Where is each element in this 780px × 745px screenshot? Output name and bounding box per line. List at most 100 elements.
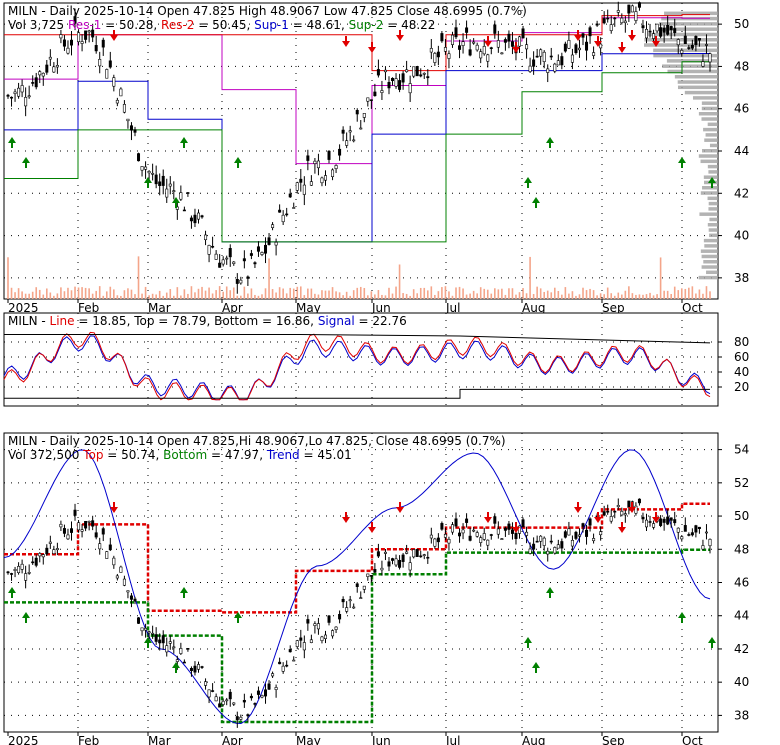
volume-profile-bar [653, 53, 718, 58]
price-candle-body [620, 17, 624, 24]
trend-candle-body [383, 551, 387, 554]
price-candle-body [637, 2, 641, 8]
trend-header-line1: MILN - Daily 2025-10-14 Open 47.825,Hi 4… [8, 434, 506, 448]
trend-x-tick-label: Aug [522, 734, 545, 745]
trend-candle-body [112, 557, 116, 566]
volume-bar [42, 294, 45, 299]
trend-candle-body [496, 528, 500, 535]
stochastic-header-seg-4: = 78.79, [154, 314, 214, 328]
price-candle-body [669, 26, 673, 30]
volume-profile-bar [664, 11, 718, 16]
trend-candle-body [221, 700, 225, 705]
volume-bar [264, 288, 267, 299]
volume-bar [536, 286, 538, 299]
price-candle-body [489, 47, 493, 49]
volume-bar [359, 286, 362, 299]
top-line [4, 502, 710, 614]
trend-candle-body [232, 702, 236, 705]
trend-candle-body [338, 614, 342, 620]
volume-profile-bar [704, 138, 718, 142]
trend-candle-body [147, 631, 151, 634]
trend-candle-body [620, 510, 624, 516]
volume-bar [695, 293, 697, 299]
price-candle-body [525, 44, 529, 50]
price-header-line2-seg-0: Vol 3,725 [8, 18, 68, 32]
volume-bar [74, 286, 76, 299]
price-candle-body [549, 55, 553, 58]
price-buy-arrow-icon [524, 177, 532, 183]
trend-candle-body [196, 664, 200, 670]
volume-bar [222, 291, 224, 299]
price-candle-body [140, 166, 144, 171]
trend-candle-body [429, 534, 433, 539]
stoch-y-tick-label: 40 [734, 365, 749, 379]
trend-candle-body [91, 520, 95, 527]
trend-candle-body [175, 659, 179, 662]
price-candle-body [546, 68, 550, 73]
price-y-tick-label: 40 [734, 229, 749, 243]
price-header-line2-seg-5: Sup-1 [254, 18, 289, 32]
price-candle-body [189, 217, 193, 222]
price-candle-body [609, 24, 613, 31]
volume-bar [624, 290, 627, 299]
volume-bar [53, 295, 55, 299]
volume-bar [317, 294, 320, 299]
trend-candle-body [673, 519, 677, 524]
price-candle-body [542, 51, 546, 62]
volume-profile-bar [703, 127, 718, 132]
volume-bar [201, 286, 203, 299]
volume-bar [494, 288, 496, 299]
volume-bar [709, 291, 711, 299]
price-candle-body [20, 85, 24, 93]
trend-candle-body [645, 519, 649, 528]
volume-profile-bar [700, 249, 718, 253]
volume-bar [81, 287, 83, 299]
price-candle-body [401, 73, 405, 83]
volume-bar [271, 289, 274, 299]
volume-bar [367, 295, 369, 299]
stochastic-header: MILN - Line = 18.85, Top = 78.79, Bottom… [8, 314, 407, 328]
volume-profile-bar [707, 196, 718, 201]
trend-candle-body [31, 561, 35, 564]
trend-candle-body [528, 548, 532, 554]
price-x-tick-label: Sep [602, 301, 625, 315]
price-candle-body [285, 213, 289, 216]
price-candle-body [214, 253, 218, 260]
volume-profile-bar [701, 117, 718, 121]
price-candle-body [616, 10, 620, 13]
trend-candle-body [345, 607, 349, 612]
trend-candle-body [613, 510, 617, 513]
trend-candle-body [563, 531, 567, 538]
trend-candle-body [200, 666, 204, 668]
trend-x-tick-label: Feb [78, 734, 99, 745]
volume-bar [522, 288, 524, 299]
volume-bar [148, 295, 150, 299]
volume-bar [599, 293, 602, 299]
volume-bar [621, 294, 623, 299]
price-candle-body [655, 23, 659, 32]
price-candle-body [320, 177, 324, 184]
trend-buy-arrow-icon [144, 637, 152, 643]
volume-bar [476, 293, 478, 299]
trend-candle-body [652, 523, 656, 528]
trend-candle-body [295, 640, 299, 647]
price-candle-body [338, 148, 342, 156]
trend-candle-body [225, 699, 229, 702]
trend-candle-body [256, 690, 260, 695]
price-candle-body [599, 43, 603, 49]
price-candle-body [87, 30, 91, 33]
trend-candle-body [465, 518, 469, 523]
volume-bar [434, 294, 436, 299]
price-candle-body [13, 91, 17, 94]
volume-bar [539, 288, 542, 299]
volume-bar [702, 293, 704, 299]
trend-candle-body [133, 598, 137, 602]
trend-candle-body [398, 559, 402, 568]
price-candle-body [419, 74, 423, 77]
price-candle-body [645, 29, 649, 39]
trend-candle-body [140, 627, 144, 632]
trend-candle-body [581, 523, 585, 527]
volume-bar [356, 287, 359, 299]
price-candle-body [295, 182, 299, 191]
volume-bar [659, 257, 662, 299]
